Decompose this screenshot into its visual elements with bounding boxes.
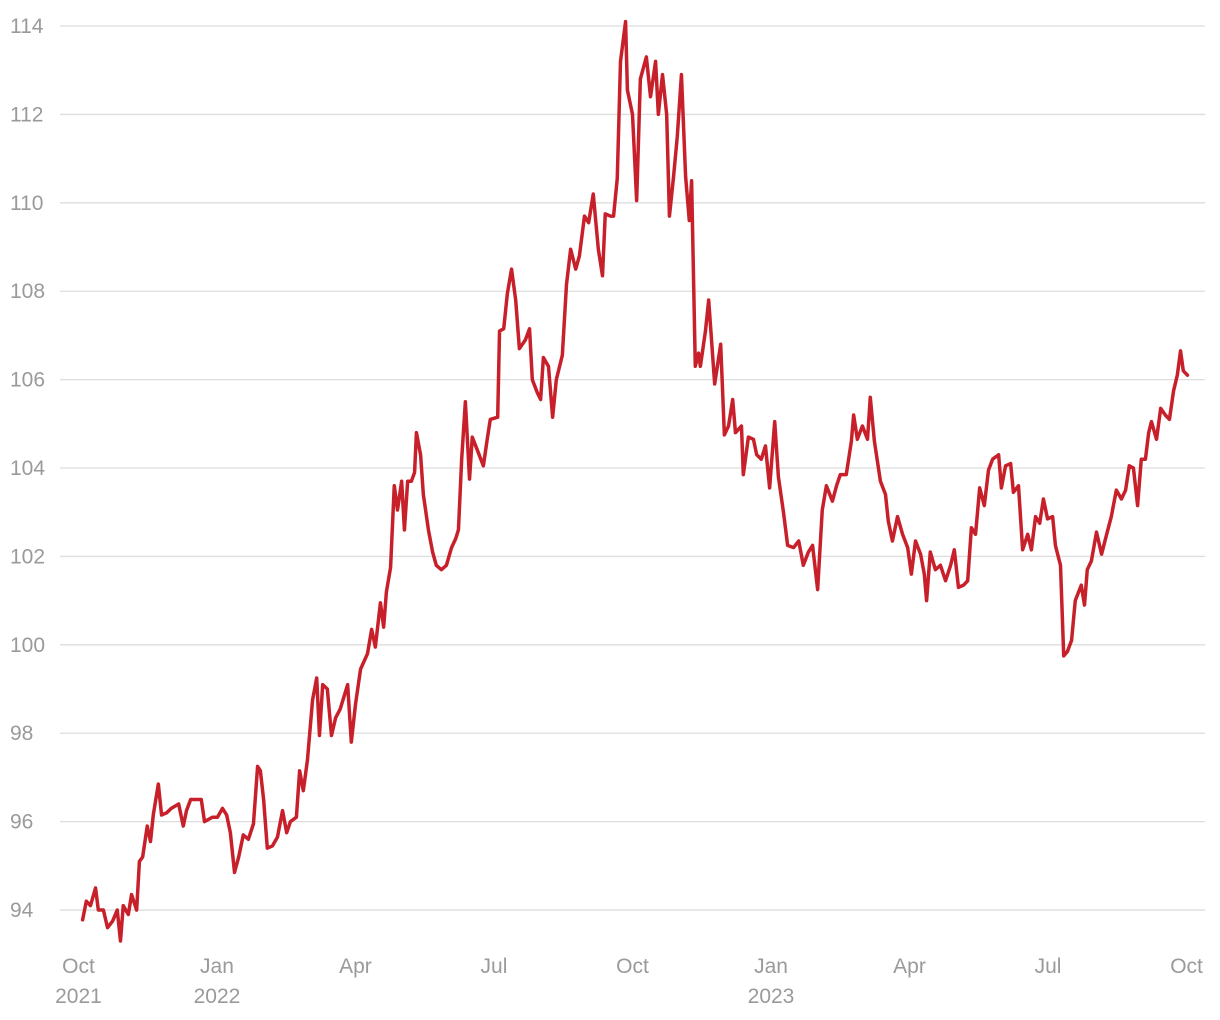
x-tick-label: Jul [481, 955, 508, 978]
y-tick-label: 114 [10, 15, 44, 38]
y-tick-label: 104 [10, 457, 45, 480]
y-tick-label: 108 [10, 280, 45, 303]
x-tick-label: Jan 2022 [194, 955, 241, 1008]
y-tick-label: 94 [10, 899, 34, 922]
x-tick-label: Jan 2023 [748, 955, 795, 1008]
x-tick-label: Jul [1035, 955, 1062, 978]
y-tick-label: 98 [10, 722, 33, 745]
x-tick-label: Oct 2021 [55, 955, 102, 1008]
x-tick-label: Oct [616, 955, 649, 978]
y-tick-label: 102 [10, 545, 45, 568]
y-tick-label: 100 [10, 634, 45, 657]
x-tick-label: Apr [339, 955, 372, 978]
y-tick-label: 112 [10, 103, 43, 126]
y-tick-label: 106 [10, 369, 45, 392]
x-tick-label: Oct [1170, 955, 1203, 978]
x-tick-label: Apr [893, 955, 926, 978]
y-tick-label: 96 [10, 811, 33, 834]
y-tick-label: 110 [10, 192, 43, 215]
data-line [80, 19, 1190, 943]
